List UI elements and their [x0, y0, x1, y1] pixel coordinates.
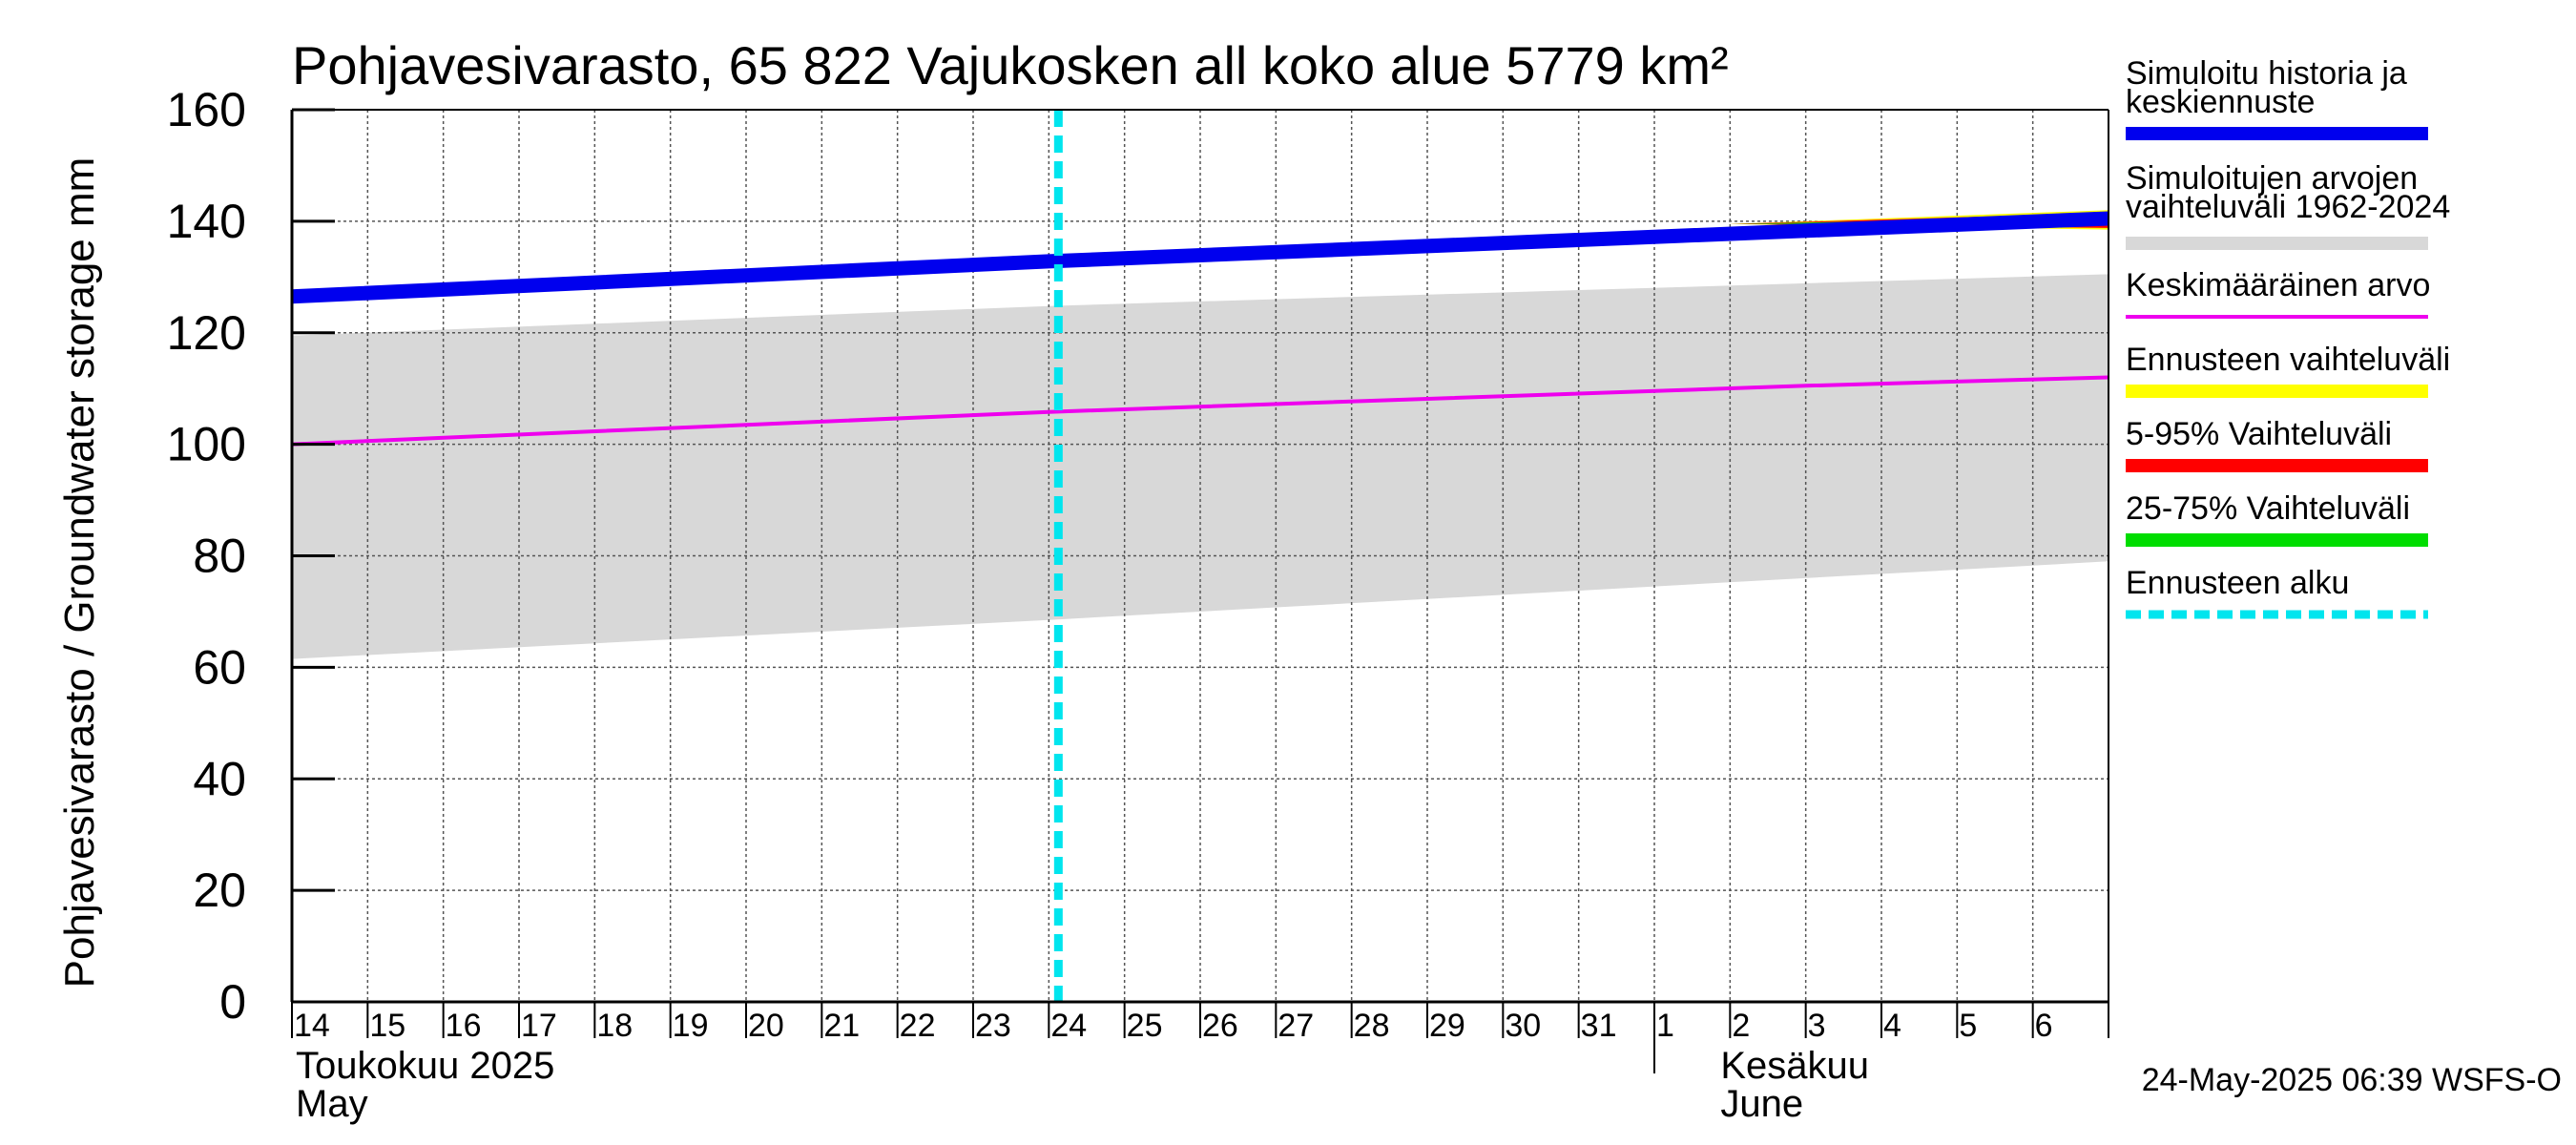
x-tick-label: 29 — [1429, 1008, 1465, 1044]
series-line-mean — [291, 375, 2109, 447]
x-tick-label: 24 — [1050, 1008, 1087, 1044]
legend-label: 5-95% Vaihteluväli — [2126, 416, 2392, 452]
y-tick-label: 120 — [167, 306, 246, 360]
legend-label: Ennusteen alku — [2126, 565, 2349, 601]
x-tick-label: 31 — [1581, 1008, 1617, 1044]
y-tick-label: 40 — [193, 752, 246, 805]
legend-label: vaihteluväli 1962-2024 — [2126, 189, 2450, 225]
y-tick-label: 20 — [193, 864, 246, 917]
x-tick-label: 16 — [446, 1008, 482, 1044]
legend-label: keskiennuste — [2126, 84, 2315, 120]
x-tick-label: 28 — [1354, 1008, 1390, 1044]
x-tick-label: 21 — [823, 1008, 860, 1044]
footer-timestamp: 24-May-2025 06:39 WSFS-O — [2142, 1062, 2562, 1098]
legend-label: Ennusteen vaihteluväli — [2126, 342, 2450, 378]
x-tick-label: 3 — [1808, 1008, 1826, 1044]
x-tick-label: 17 — [521, 1008, 557, 1044]
legend-label: Simuloitujen arvojen — [2126, 160, 2418, 197]
y-tick-label: 160 — [167, 83, 246, 136]
x-tick-label: 22 — [900, 1008, 936, 1044]
x-tick-label: 19 — [673, 1008, 709, 1044]
x-tick-label: 26 — [1202, 1008, 1238, 1044]
x-tick-label: 30 — [1505, 1008, 1541, 1044]
x-tick-label: 14 — [294, 1008, 330, 1044]
series-line-simulated — [291, 211, 2109, 304]
x-tick-label: 1 — [1656, 1008, 1674, 1044]
chart-title: Pohjavesivarasto, 65 822 Vajukosken all … — [292, 35, 1729, 95]
x-tick-label: 25 — [1127, 1008, 1163, 1044]
series-layer — [291, 110, 2109, 1002]
y-tick-label: 80 — [193, 530, 246, 583]
x-tick-label: 18 — [596, 1008, 633, 1044]
legend-label: Keskimääräinen arvo — [2126, 267, 2430, 303]
x-tick-label: 4 — [1883, 1008, 1901, 1044]
legend-label: 25-75% Vaihteluväli — [2126, 490, 2410, 527]
y-tick-label: 60 — [193, 640, 246, 694]
x-tick-label: 15 — [369, 1008, 405, 1044]
y-tick-label: 140 — [167, 195, 246, 248]
y-tick-label: 0 — [219, 975, 246, 1029]
x-tick-label: 5 — [1959, 1008, 1977, 1044]
y-axis-label: Pohjavesivarasto / Groundwater storage m… — [56, 157, 103, 989]
x-tick-label: 6 — [2035, 1008, 2053, 1044]
legend-label: Simuloitu historia ja — [2126, 55, 2407, 92]
month-label: Kesäkuu — [1720, 1045, 1869, 1087]
x-tick-label: 27 — [1278, 1008, 1314, 1044]
month-label-en: May — [296, 1083, 368, 1125]
text-layer: Pohjavesivarasto, 65 822 Vajukosken all … — [56, 35, 2562, 1098]
y-tick-label: 100 — [167, 418, 246, 471]
x-tick-label: 20 — [748, 1008, 784, 1044]
x-tick-label: 23 — [975, 1008, 1011, 1044]
x-tick-label: 2 — [1732, 1008, 1750, 1044]
month-label-en: June — [1720, 1083, 1803, 1125]
month-label: Toukokuu 2025 — [296, 1045, 554, 1087]
